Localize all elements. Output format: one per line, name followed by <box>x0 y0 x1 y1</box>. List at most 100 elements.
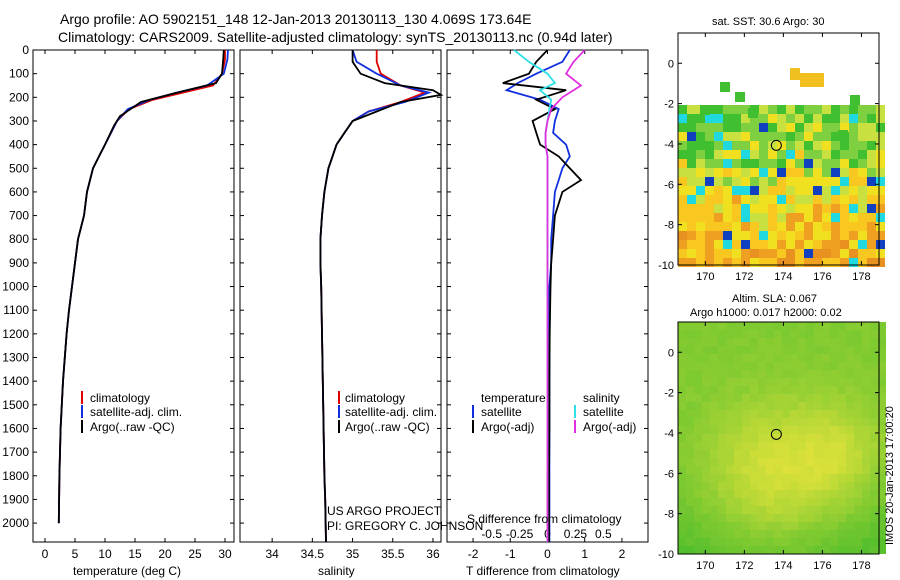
sla-cell <box>726 434 734 442</box>
sla-cell <box>854 466 862 474</box>
sla-cell <box>870 546 878 554</box>
depth-tick-label: 200 <box>9 90 29 104</box>
sla-cell <box>742 418 750 426</box>
sla-cell <box>710 338 718 346</box>
sla-cell <box>758 450 766 458</box>
sst-cell <box>858 132 867 141</box>
sla-cell <box>822 410 830 418</box>
sla-cell <box>678 514 686 522</box>
sla-cell <box>702 482 710 490</box>
sst-cell <box>813 195 822 204</box>
sst-cell <box>777 105 786 114</box>
sst-cell <box>867 114 876 123</box>
sla-cell <box>822 442 830 450</box>
s-difference-xlabel: S difference from climatology <box>467 512 622 526</box>
sla-cell <box>878 482 886 490</box>
sst-cell <box>849 177 858 186</box>
sla-cell <box>734 330 742 338</box>
sla-cell <box>686 530 694 538</box>
sla-cell <box>822 402 830 410</box>
sla-cell <box>742 442 750 450</box>
sla-cell <box>686 466 694 474</box>
sla-cell <box>694 498 702 506</box>
sla-cell <box>774 482 782 490</box>
sla-cell <box>702 522 710 530</box>
sst-cell <box>822 159 831 168</box>
sla-cell <box>758 482 766 490</box>
sla-cell <box>694 410 702 418</box>
sla-cell <box>870 506 878 514</box>
sst-cell <box>678 186 687 195</box>
sst-cell <box>696 249 705 258</box>
sla-cell <box>758 362 766 370</box>
map-x-tick-label: 176 <box>813 560 831 572</box>
sst-cell <box>687 114 696 123</box>
sla-cell <box>710 378 718 386</box>
sla-cell <box>678 354 686 362</box>
sst-cell <box>714 159 723 168</box>
sst-cell <box>813 141 822 150</box>
sla-cell <box>790 378 798 386</box>
depth-tick-label: 1300 <box>2 351 29 365</box>
sst-cell <box>714 186 723 195</box>
sst-cell <box>804 114 813 123</box>
sst-cell <box>795 123 804 132</box>
sla-cell <box>758 378 766 386</box>
sla-cell <box>814 386 822 394</box>
sla-cell <box>846 322 854 330</box>
sla-cell <box>838 362 846 370</box>
sla-cell <box>766 530 774 538</box>
sla-cell <box>678 458 686 466</box>
sla-cell <box>750 482 758 490</box>
sst-cell <box>876 123 885 132</box>
sla-cell <box>838 490 846 498</box>
sst-cell <box>741 204 750 213</box>
sla-cell <box>734 354 742 362</box>
sla-cell <box>734 506 742 514</box>
sla-cell <box>790 330 798 338</box>
sla-cell <box>758 370 766 378</box>
sla-cell <box>862 458 870 466</box>
sst-cell <box>759 123 768 132</box>
sla-cell <box>774 530 782 538</box>
title-line-2: Climatology: CARS2009. Satellite-adjuste… <box>58 29 613 45</box>
sla-cell <box>734 482 742 490</box>
sla-cell <box>758 490 766 498</box>
sla-cell <box>846 442 854 450</box>
sst-cell <box>831 204 840 213</box>
sla-cell <box>766 498 774 506</box>
sst-cell <box>678 204 687 213</box>
sla-cell <box>838 442 846 450</box>
sst-cell <box>786 222 795 231</box>
sla-cell <box>702 434 710 442</box>
sla-cell <box>686 506 694 514</box>
sla-cell <box>742 482 750 490</box>
sla-cell <box>694 482 702 490</box>
sla-cell <box>830 546 838 554</box>
legend-label-argo: Argo(..raw -QC) <box>90 420 175 434</box>
sla-cell <box>838 354 846 362</box>
sla-cell <box>870 418 878 426</box>
sla-cell <box>790 362 798 370</box>
sla-cell <box>854 402 862 410</box>
map-y-tick-label: -2 <box>664 388 674 400</box>
sla-cell <box>870 378 878 386</box>
sst-cell <box>831 132 840 141</box>
sla-cell <box>798 410 806 418</box>
sst-cell <box>786 186 795 195</box>
sla-cell <box>774 322 782 330</box>
sla-cell <box>854 346 862 354</box>
sla-cell <box>678 402 686 410</box>
sst-cell <box>723 150 732 159</box>
sla-cell <box>846 490 854 498</box>
sla-cell <box>782 394 790 402</box>
map-y-tick-label: -8 <box>664 509 674 521</box>
sla-cell <box>862 522 870 530</box>
map-x-tick-label: 172 <box>735 560 753 572</box>
sla-cell <box>838 450 846 458</box>
sst-cell <box>714 195 723 204</box>
depth-tick-label: 1200 <box>2 327 29 341</box>
sla-cell <box>814 394 822 402</box>
sst-cell <box>876 249 885 258</box>
sla-cell <box>710 474 718 482</box>
